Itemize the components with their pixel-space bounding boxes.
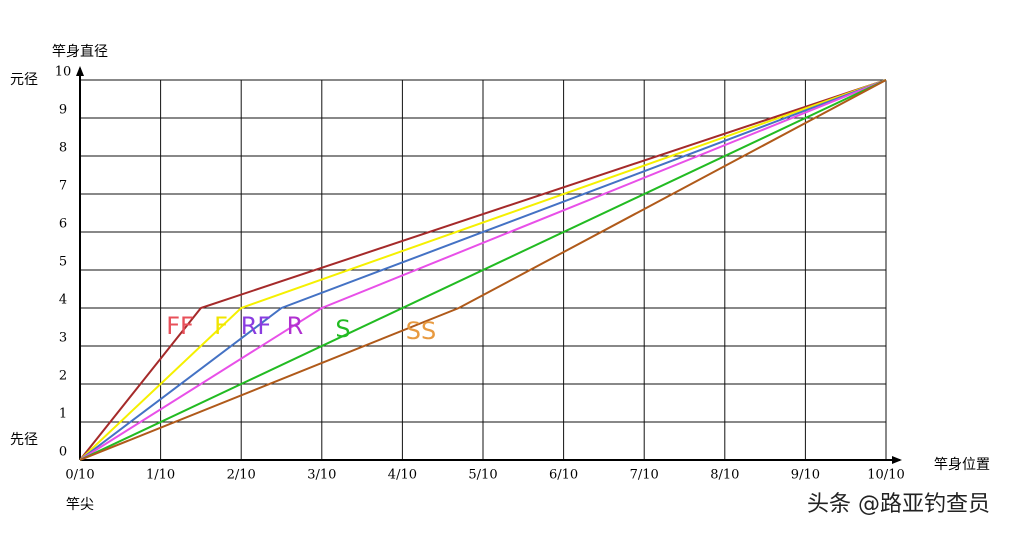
y-tick-label: 6: [59, 217, 67, 232]
series-label: S: [335, 315, 350, 343]
y-tick-label: 4: [59, 293, 67, 308]
annotation: 竿尖: [66, 497, 94, 513]
x-tick-label: 8/10: [710, 468, 739, 483]
x-tick-label: 3/10: [307, 468, 336, 483]
x-tick-label: 10/10: [867, 468, 904, 483]
annotation: 元径: [10, 72, 38, 88]
x-tick-label: 6/10: [549, 468, 578, 483]
series-label: R: [287, 312, 304, 340]
x-tick-label: 5/10: [468, 468, 497, 483]
line: [79, 79, 887, 461]
watermark: 头条 @路亚钓查员: [807, 492, 990, 517]
line: [79, 79, 887, 461]
line: [79, 79, 887, 461]
y-axis-label: 竿身直径: [52, 43, 108, 60]
y-tick-label: 5: [59, 255, 67, 270]
line: [79, 79, 887, 461]
y-tick-label: 7: [59, 179, 67, 194]
x-tick-label: 2/10: [227, 468, 256, 483]
x-tick-label: 7/10: [630, 468, 659, 483]
y-tick-label: 8: [59, 141, 67, 156]
y-tick-label: 3: [59, 331, 67, 346]
series-label: F: [214, 312, 228, 340]
line: [79, 79, 887, 461]
x-axis-arrow: [892, 456, 902, 464]
y-tick-label: 10: [55, 65, 72, 80]
x-tick-label: 1/10: [146, 468, 175, 483]
series-label: SS: [406, 317, 436, 345]
y-tick-label: 9: [59, 103, 67, 118]
x-tick-label: 4/10: [388, 468, 417, 483]
line: [79, 79, 887, 461]
y-tick-label: 1: [59, 407, 67, 422]
x-tick-label: 0/10: [65, 468, 94, 483]
y-axis-arrow: [76, 66, 84, 76]
annotation: 先径: [10, 432, 38, 448]
series-label: RF: [241, 312, 271, 340]
series-label: FF: [166, 312, 194, 340]
y-tick-label: 0: [59, 445, 67, 460]
x-axis-label: 竿身位置: [934, 457, 990, 473]
x-tick-label: 9/10: [791, 468, 820, 483]
y-tick-label: 2: [59, 369, 67, 384]
